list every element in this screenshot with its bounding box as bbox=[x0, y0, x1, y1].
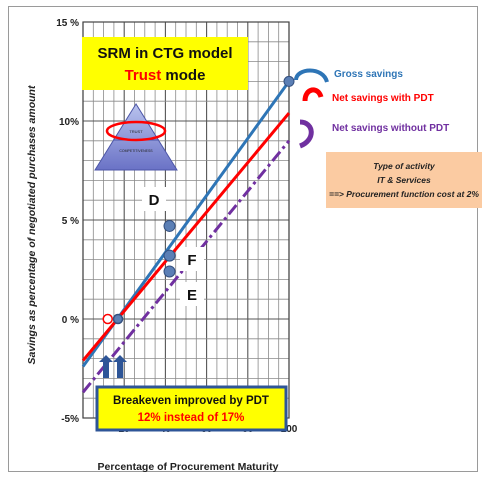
x-axis-label: Percentage of Procurement Maturity bbox=[98, 461, 279, 473]
breakeven-point-0 bbox=[102, 313, 113, 325]
arrow-up-icon-left bbox=[99, 355, 113, 378]
label-bg-d bbox=[142, 187, 166, 211]
arrow-up-icon-right bbox=[113, 355, 127, 378]
y-tick-label: 15 % bbox=[56, 18, 79, 29]
pyramid-highlight-ellipse bbox=[105, 120, 167, 142]
activity-line1: Type of activity bbox=[373, 161, 436, 171]
point-d bbox=[163, 219, 176, 232]
y-tick-label: 5 % bbox=[62, 216, 79, 227]
breakeven-point-1 bbox=[112, 313, 124, 325]
legend-label-net-with: Net savings with PDT bbox=[332, 93, 434, 104]
activity-box: Type of activity IT & Services ==> Procu… bbox=[326, 152, 482, 208]
breakeven-box-background bbox=[95, 385, 288, 432]
legend: Gross savings Net savings with PDT Net s… bbox=[294, 68, 449, 149]
legend-item-gross-savings: Gross savings bbox=[294, 68, 403, 83]
point-label-e: E bbox=[187, 287, 197, 304]
title-mode-word: mode bbox=[161, 67, 205, 84]
series-end-point bbox=[283, 75, 295, 87]
activity-line2: IT & Services bbox=[377, 175, 431, 185]
legend-arrow-icon-purple bbox=[298, 119, 314, 149]
y-tick-label: 0 % bbox=[62, 315, 79, 326]
y-axis-label: Savings as percentage of negotiated purc… bbox=[26, 85, 38, 364]
pyramid-shape bbox=[94, 103, 178, 171]
activity-box-background bbox=[326, 152, 482, 208]
legend-item-net-with-pdt: Net savings with PDT bbox=[302, 87, 434, 104]
point-label-f: F bbox=[187, 252, 196, 269]
pyramid-top-text: TRUST bbox=[129, 129, 143, 134]
title-line2: Trust mode bbox=[125, 67, 206, 84]
label-bg-f bbox=[180, 247, 204, 271]
point-e bbox=[163, 265, 176, 278]
trust-pyramid: TRUST COMPETITIVENESS bbox=[94, 103, 178, 171]
title-box-background bbox=[82, 37, 248, 90]
title-line1: SRM in CTG model bbox=[98, 45, 233, 62]
breakeven-line2: 12% instead of 17% bbox=[138, 412, 245, 424]
activity-line3: ==> Procurement function cost at 2% bbox=[329, 189, 479, 199]
title-box: SRM in CTG model Trust mode bbox=[82, 37, 248, 90]
y-tick-label: 10% bbox=[59, 117, 79, 128]
legend-label-net-without: Net savings without PDT bbox=[332, 123, 449, 134]
chart-frame bbox=[8, 6, 478, 472]
legend-arrow-icon-blue bbox=[294, 68, 329, 83]
point-label-d: D bbox=[149, 192, 160, 209]
legend-label-gross: Gross savings bbox=[334, 69, 403, 80]
point-f bbox=[163, 249, 176, 262]
pyramid-bottom-text: COMPETITIVENESS bbox=[119, 149, 153, 153]
point-labels: D F E bbox=[142, 187, 204, 306]
breakeven-arrows bbox=[99, 355, 127, 378]
legend-arrow-icon-red bbox=[302, 87, 324, 102]
breakeven-box: Breakeven improved by PDT 12% instead of… bbox=[95, 385, 288, 432]
breakeven-line1: Breakeven improved by PDT bbox=[113, 395, 269, 407]
data-points bbox=[102, 75, 295, 325]
legend-item-net-without-pdt: Net savings without PDT bbox=[298, 119, 449, 149]
title-trust-word: Trust bbox=[125, 67, 162, 84]
x-tick-label: 100 bbox=[281, 424, 298, 435]
y-tick-label: -5% bbox=[61, 414, 79, 425]
label-bg-e bbox=[180, 282, 204, 306]
